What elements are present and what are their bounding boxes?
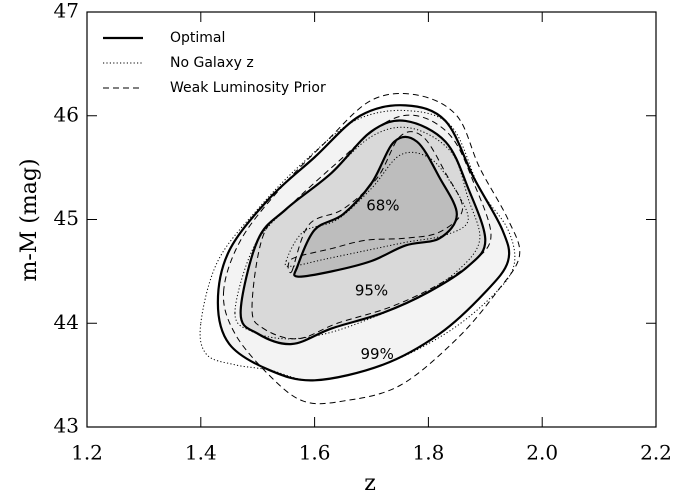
contour-line [251,114,492,340]
contour-label: 99% [361,345,394,363]
x-tick-label: 1.6 [299,441,331,465]
contour-line [222,92,521,405]
y-tick-label: 45 [54,206,79,230]
legend-label: No Galaxy z [170,55,254,71]
y-tick-label: 44 [54,310,79,334]
contour-line [239,119,487,346]
x-tick-label: 1.8 [412,441,444,465]
y-tick-label: 43 [54,414,79,438]
y-tick-label: 47 [54,0,79,23]
x-tick-label: 2.0 [526,441,558,465]
y-tick-label: 46 [54,102,79,126]
contour-line [199,109,516,381]
x-tick-label: 1.2 [71,441,103,465]
x-tick-label: 1.4 [185,441,217,465]
legend-label: Optimal [170,30,225,46]
legend-label: Weak Luminosity Prior [170,80,326,96]
y-axis-label: m-M (mag) [17,158,42,281]
contour-line [234,126,481,340]
contour-line [287,131,464,274]
contour-label: 68% [366,197,399,215]
confidence-fill [294,136,457,277]
x-axis-label: z [364,471,376,495]
contour-line [293,135,458,278]
contour-label: 95% [355,282,388,300]
x-tick-label: 2.2 [640,441,672,465]
